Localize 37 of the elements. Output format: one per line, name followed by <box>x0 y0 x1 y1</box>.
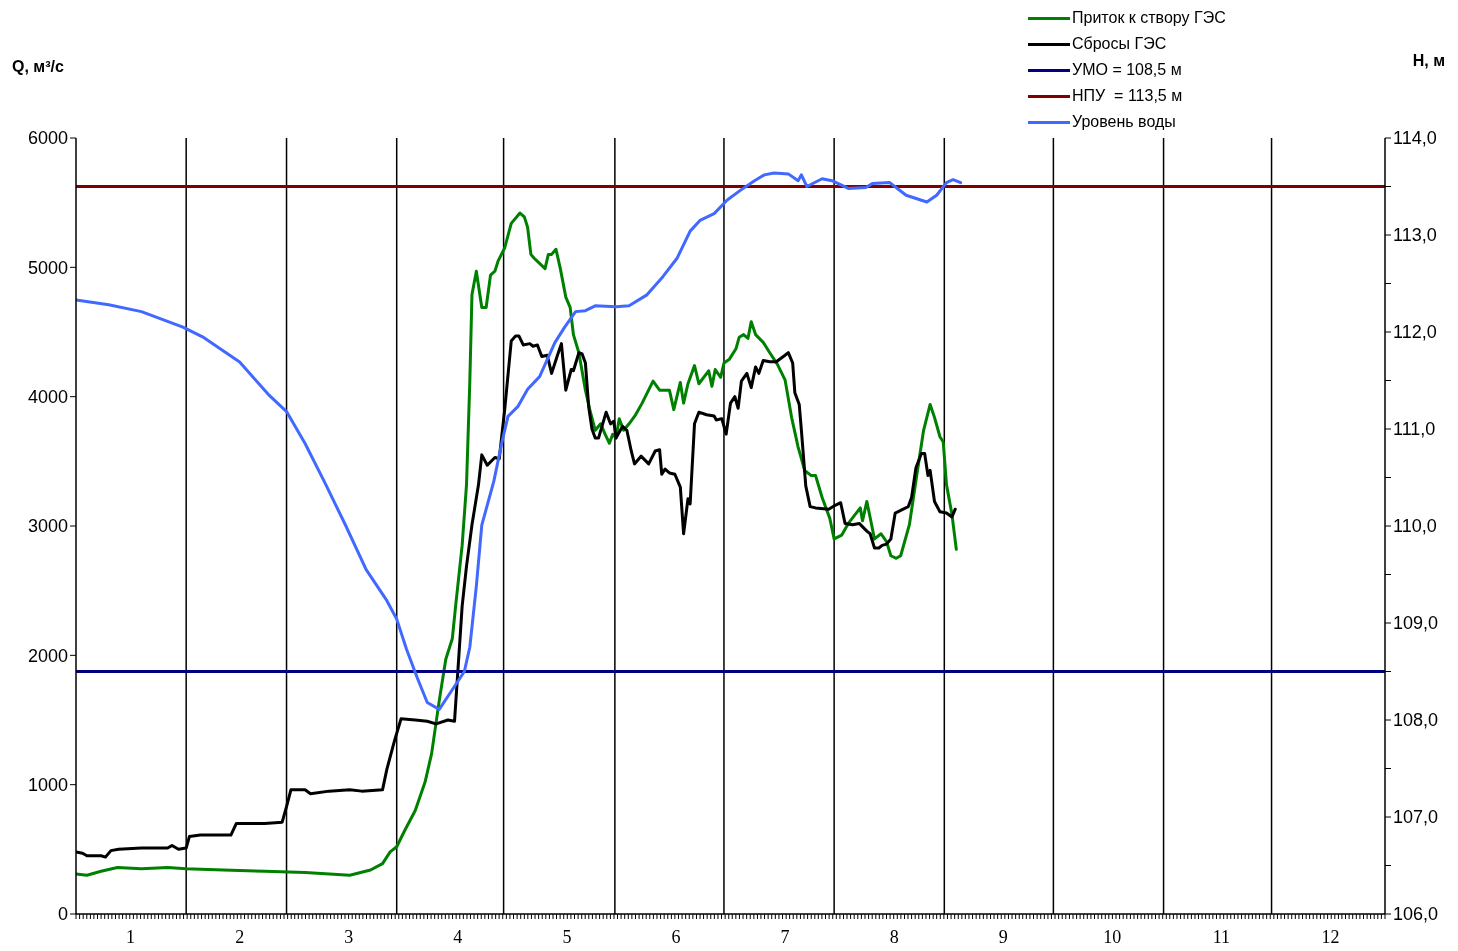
y2-tick-label: 113,0 <box>1393 225 1437 246</box>
y-axis-title: Q, м³/с <box>12 58 64 76</box>
x-tick-label: 10 <box>1103 927 1122 947</box>
legend-label: УМО = 108,5 м <box>1072 61 1182 79</box>
y2-tick-label: 107,0 <box>1393 807 1439 828</box>
y2-tick-label: 106,0 <box>1393 904 1439 925</box>
x-tick-label: 1 <box>126 927 136 947</box>
legend-label: НПУ = 113,5 м <box>1072 87 1183 105</box>
x-tick-label: 4 <box>453 927 463 947</box>
legend-label: Уровень воды <box>1072 113 1176 131</box>
y2-axis-title: H, м <box>1412 52 1445 70</box>
y-tick-label: 6000 <box>27 128 68 149</box>
line-series <box>76 211 958 877</box>
y2-tick-label: 110,0 <box>1393 516 1437 537</box>
x-tick-label: 2 <box>235 927 245 947</box>
legend-label: Приток к створу ГЭС <box>1072 9 1226 27</box>
y2-tick-label: 109,0 <box>1393 613 1439 634</box>
x-tick-label: 11 <box>1212 927 1231 947</box>
y-tick-label: 2000 <box>27 645 68 666</box>
y-tick-label: 5000 <box>27 257 68 278</box>
line-series <box>76 171 963 711</box>
y2-tick-label: 114,0 <box>1393 128 1437 149</box>
x-tick-label: 7 <box>780 927 790 947</box>
y2-tick-label: 112,0 <box>1393 322 1437 343</box>
y-tick-label: 3000 <box>27 516 68 537</box>
x-tick-label: 3 <box>344 927 354 947</box>
x-tick-label: 6 <box>671 927 681 947</box>
y2-tick-label: 108,0 <box>1393 710 1439 731</box>
y-tick-label: 0 <box>57 904 68 925</box>
y-tick-label: 1000 <box>27 775 68 796</box>
x-tick-label: 9 <box>998 927 1008 947</box>
y2-tick-label: 111,0 <box>1393 419 1436 440</box>
legend-label: Сбросы ГЭС <box>1072 35 1167 53</box>
x-tick-label: 5 <box>562 927 572 947</box>
x-tick-label: 8 <box>889 927 899 947</box>
y-tick-label: 4000 <box>27 387 68 408</box>
x-tick-label: 12 <box>1321 927 1340 947</box>
